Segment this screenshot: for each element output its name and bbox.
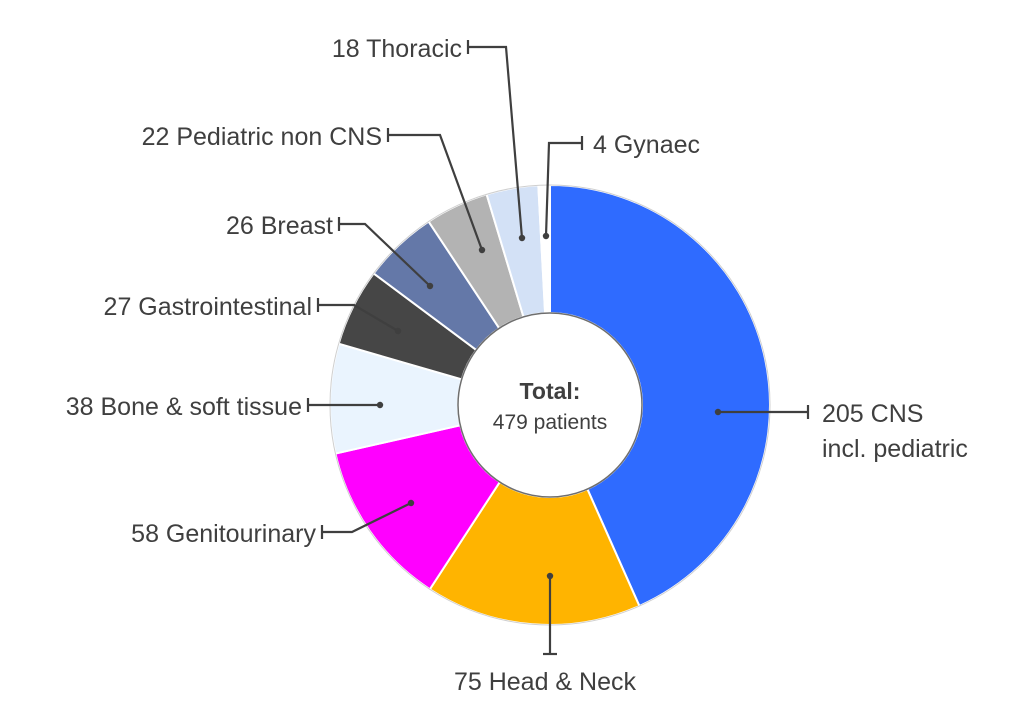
label-line-gynaec: 4 Gynaec bbox=[593, 131, 700, 159]
leader-dot-head-neck bbox=[546, 572, 554, 580]
leaders-layer bbox=[306, 40, 810, 656]
label-genitourinary: 58 Genitourinary bbox=[131, 520, 316, 548]
label-line-pediatric-non-cns: 22 Pediatric non CNS bbox=[142, 123, 382, 151]
leader-dot-genitourinary bbox=[407, 499, 415, 507]
leader-dot-gynaec bbox=[542, 232, 550, 240]
label-head-neck: 75 Head & Neck bbox=[454, 668, 637, 696]
leader-dot-cns bbox=[714, 408, 722, 416]
label-line-head-neck: 75 Head & Neck bbox=[454, 668, 637, 696]
center-hole bbox=[457, 312, 643, 498]
leader-line-pediatric-non-cns bbox=[388, 133, 484, 251]
leader-dot-gastrointestinal bbox=[394, 327, 402, 335]
label-breast: 26 Breast bbox=[226, 212, 333, 240]
labels-layer: 205 CNS incl. pediatric 75 Head & Neck 58 G… bbox=[66, 35, 968, 696]
center-label: Total: 479 patients bbox=[457, 312, 643, 498]
label-line-cns: incl. pediatric bbox=[822, 435, 968, 463]
center-subtitle: 479 patients bbox=[493, 411, 607, 434]
label-thoracic: 18 Thoracic bbox=[332, 35, 462, 63]
label-line-genitourinary: 58 Genitourinary bbox=[131, 520, 316, 548]
label-gastrointestinal: 27 Gastrointestinal bbox=[104, 293, 312, 321]
label-line-cns: 205 CNS bbox=[822, 400, 923, 428]
label-line-gastrointestinal: 27 Gastrointestinal bbox=[104, 293, 312, 321]
label-line-bone-soft-tissue: 38 Bone & soft tissue bbox=[66, 393, 302, 421]
label-pediatric-non-cns: 22 Pediatric non CNS bbox=[142, 123, 382, 151]
leader-line-breast bbox=[339, 222, 431, 287]
leader-line-thoracic bbox=[468, 45, 524, 239]
center-title: Total: bbox=[520, 378, 581, 404]
slices-layer bbox=[329, 183, 771, 626]
leader-dot-bone-soft-tissue bbox=[376, 401, 384, 409]
label-line-thoracic: 18 Thoracic bbox=[332, 35, 462, 63]
label-gynaec: 4 Gynaec bbox=[593, 131, 700, 159]
leader-dot-breast bbox=[426, 282, 434, 290]
leader-line-gynaec bbox=[544, 141, 582, 237]
leader-dot-thoracic bbox=[518, 234, 526, 242]
label-cns: 205 CNS incl. pediatric bbox=[822, 400, 968, 463]
label-bone-soft-tissue: 38 Bone & soft tissue bbox=[66, 393, 302, 421]
label-line-breast: 26 Breast bbox=[226, 212, 333, 240]
leader-line-genitourinary bbox=[322, 502, 412, 534]
leader-line-gastrointestinal bbox=[318, 303, 399, 332]
leader-dot-pediatric-non-cns bbox=[478, 246, 486, 254]
